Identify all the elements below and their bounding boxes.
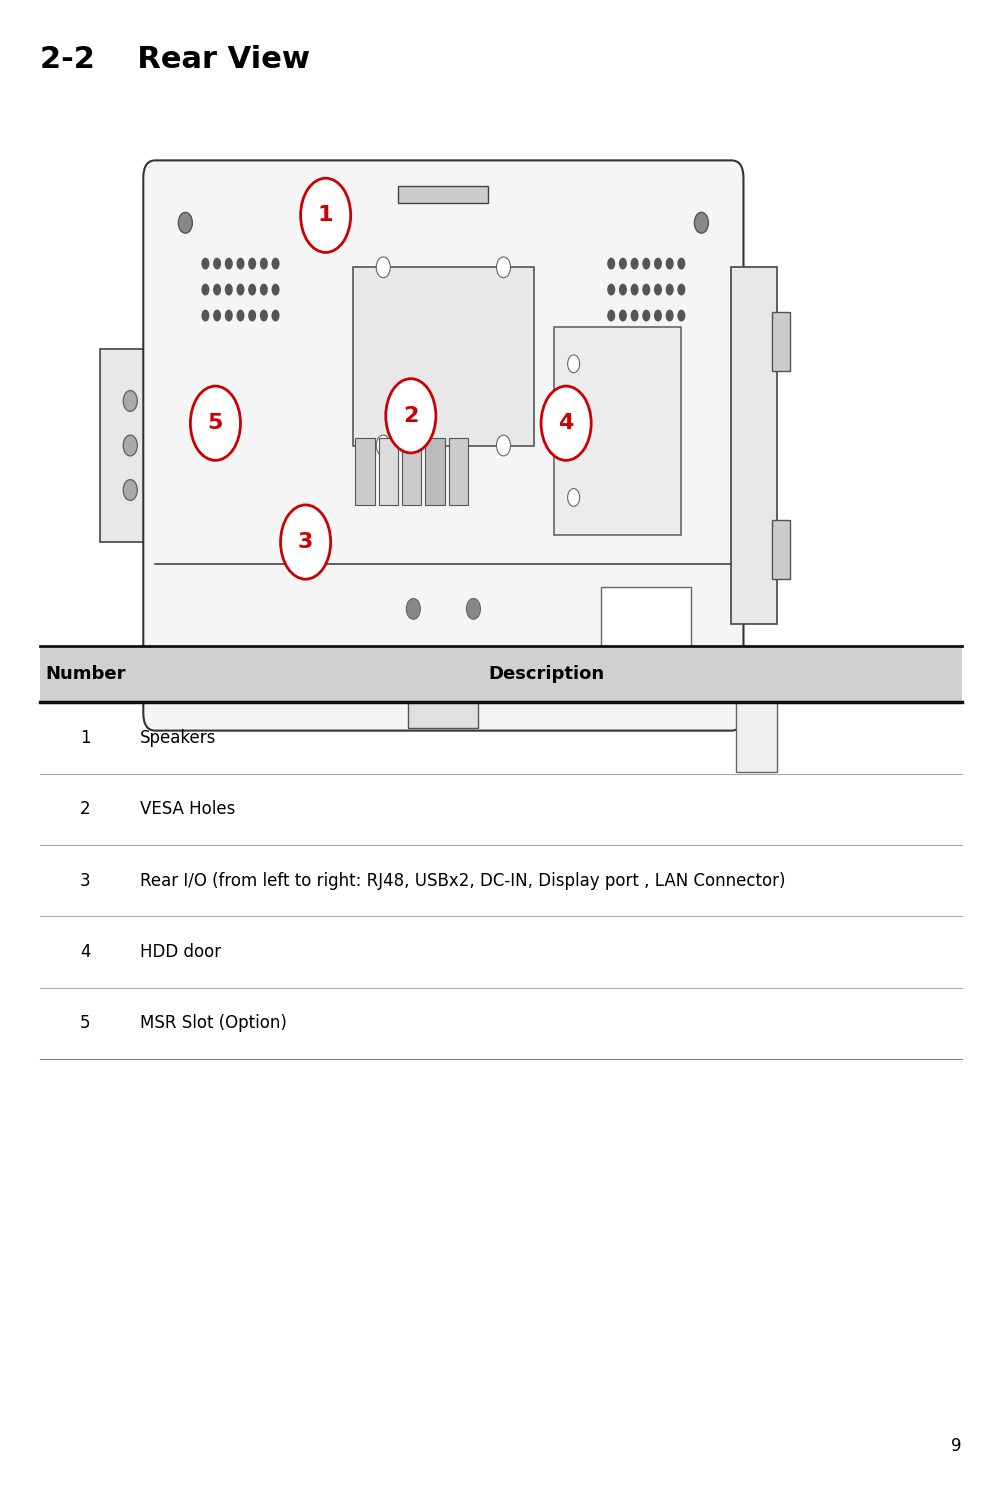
Circle shape bbox=[607, 309, 615, 321]
Circle shape bbox=[178, 212, 192, 233]
Circle shape bbox=[224, 257, 232, 269]
Text: 1: 1 bbox=[80, 729, 90, 747]
Bar bbox=[40, 646, 962, 702]
Circle shape bbox=[607, 284, 615, 296]
Circle shape bbox=[178, 658, 192, 679]
Circle shape bbox=[654, 284, 662, 296]
Circle shape bbox=[260, 284, 268, 296]
Circle shape bbox=[236, 284, 244, 296]
Text: Speakers: Speakers bbox=[140, 729, 216, 747]
Circle shape bbox=[236, 257, 244, 269]
Text: 1: 1 bbox=[318, 205, 334, 226]
Text: 3: 3 bbox=[80, 872, 90, 890]
Circle shape bbox=[630, 257, 638, 269]
Circle shape bbox=[654, 257, 662, 269]
Text: Description: Description bbox=[488, 665, 604, 683]
Circle shape bbox=[281, 505, 331, 579]
Circle shape bbox=[665, 284, 673, 296]
Circle shape bbox=[386, 379, 436, 453]
Bar bbox=[402, 438, 421, 505]
Bar bbox=[772, 312, 790, 371]
Circle shape bbox=[496, 257, 510, 278]
Circle shape bbox=[224, 309, 232, 321]
Circle shape bbox=[248, 257, 257, 269]
Circle shape bbox=[677, 309, 685, 321]
Circle shape bbox=[260, 309, 268, 321]
Circle shape bbox=[694, 658, 708, 679]
Circle shape bbox=[123, 480, 137, 500]
Circle shape bbox=[654, 309, 662, 321]
Bar bbox=[409, 676, 478, 728]
Text: VESA Holes: VESA Holes bbox=[140, 800, 235, 818]
Circle shape bbox=[224, 284, 232, 296]
Circle shape bbox=[619, 309, 627, 321]
Circle shape bbox=[619, 257, 627, 269]
Circle shape bbox=[201, 309, 209, 321]
Circle shape bbox=[642, 309, 650, 321]
Text: 9: 9 bbox=[952, 1437, 962, 1455]
Circle shape bbox=[642, 284, 650, 296]
Circle shape bbox=[248, 284, 257, 296]
Circle shape bbox=[665, 257, 673, 269]
Text: 4: 4 bbox=[80, 943, 90, 961]
Bar bbox=[354, 267, 533, 446]
Text: 2: 2 bbox=[403, 405, 419, 426]
Bar bbox=[449, 438, 468, 505]
Circle shape bbox=[567, 489, 579, 506]
Circle shape bbox=[272, 284, 280, 296]
Text: MSR Slot (Option): MSR Slot (Option) bbox=[140, 1014, 288, 1032]
Circle shape bbox=[677, 284, 685, 296]
Circle shape bbox=[190, 386, 240, 460]
Text: Rear I/O (from left to right: RJ48, USBx2, DC-IN, Display port , LAN Connector): Rear I/O (from left to right: RJ48, USBx… bbox=[140, 872, 786, 890]
Circle shape bbox=[665, 309, 673, 321]
Bar bbox=[425, 438, 445, 505]
Circle shape bbox=[607, 257, 615, 269]
Bar bbox=[553, 327, 681, 535]
FancyBboxPatch shape bbox=[143, 160, 743, 731]
Circle shape bbox=[260, 257, 268, 269]
Circle shape bbox=[201, 284, 209, 296]
Bar bbox=[736, 668, 777, 772]
Circle shape bbox=[630, 284, 638, 296]
Circle shape bbox=[630, 309, 638, 321]
Circle shape bbox=[123, 435, 137, 456]
Bar bbox=[731, 267, 777, 624]
Text: 5: 5 bbox=[80, 1014, 90, 1032]
Circle shape bbox=[201, 257, 209, 269]
Circle shape bbox=[301, 178, 351, 252]
Circle shape bbox=[272, 257, 280, 269]
Circle shape bbox=[213, 284, 221, 296]
Bar bbox=[601, 587, 691, 668]
Bar bbox=[356, 438, 375, 505]
Bar bbox=[100, 349, 160, 542]
Circle shape bbox=[272, 309, 280, 321]
Circle shape bbox=[123, 391, 137, 411]
Text: 3: 3 bbox=[298, 532, 314, 552]
Circle shape bbox=[376, 435, 390, 456]
Circle shape bbox=[213, 257, 221, 269]
Text: 5: 5 bbox=[207, 413, 223, 434]
Circle shape bbox=[248, 309, 257, 321]
Circle shape bbox=[236, 309, 244, 321]
Circle shape bbox=[376, 257, 390, 278]
Circle shape bbox=[694, 212, 708, 233]
Circle shape bbox=[677, 257, 685, 269]
Text: 4: 4 bbox=[558, 413, 574, 434]
Text: HDD door: HDD door bbox=[140, 943, 221, 961]
Circle shape bbox=[213, 309, 221, 321]
Text: 2-2    Rear View: 2-2 Rear View bbox=[40, 45, 310, 74]
Circle shape bbox=[567, 355, 579, 373]
Circle shape bbox=[496, 435, 510, 456]
Bar bbox=[398, 186, 489, 203]
Bar bbox=[379, 438, 398, 505]
Circle shape bbox=[642, 257, 650, 269]
Text: Number: Number bbox=[45, 665, 125, 683]
Bar bbox=[772, 520, 790, 579]
Text: 2: 2 bbox=[80, 800, 90, 818]
Circle shape bbox=[407, 598, 421, 619]
Circle shape bbox=[541, 386, 591, 460]
Circle shape bbox=[467, 598, 481, 619]
Circle shape bbox=[619, 284, 627, 296]
